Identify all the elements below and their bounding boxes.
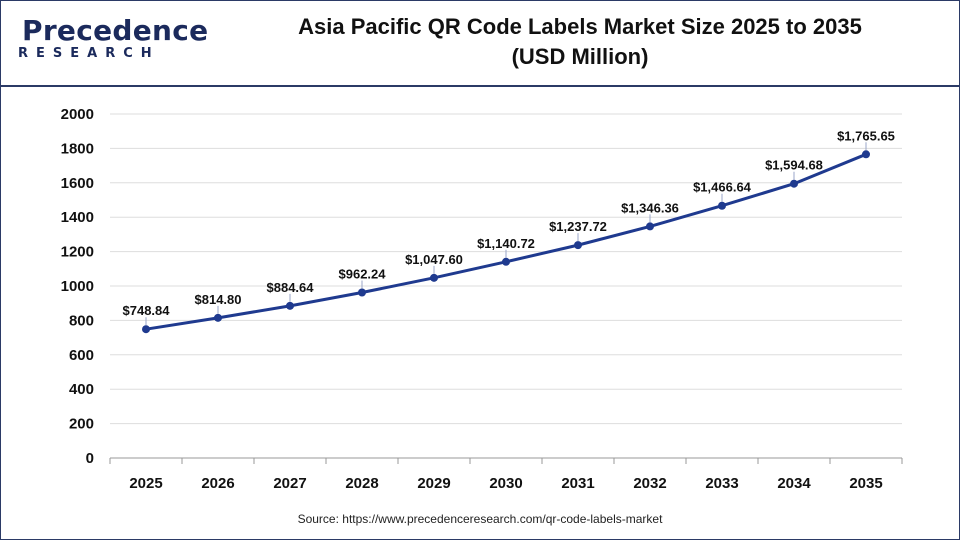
data-point	[142, 325, 150, 334]
data-label: $1,047.60	[405, 252, 463, 267]
x-tick-label: 2034	[777, 475, 811, 492]
data-label: $814.80	[195, 292, 242, 307]
logo-subtext: RESEARCH	[18, 46, 160, 61]
x-tick-label: 2030	[489, 475, 522, 492]
data-label: $1,237.72	[549, 219, 607, 234]
y-tick-label: 800	[69, 312, 94, 329]
title-line-2: (USD Million)	[511, 44, 649, 69]
header: Precedence RESEARCH Asia Pacific QR Code…	[0, 0, 960, 84]
data-point	[502, 257, 510, 266]
data-label: $1,346.36	[621, 200, 679, 215]
chart-title: Asia Pacific QR Code Labels Market Size …	[230, 12, 930, 72]
title-line-1: Asia Pacific QR Code Labels Market Size …	[298, 14, 862, 39]
data-point	[574, 241, 582, 250]
y-tick-label: 0	[86, 450, 94, 467]
x-tick-label: 2032	[633, 475, 666, 492]
x-tick-label: 2027	[273, 475, 306, 492]
x-tick-label: 2026	[201, 475, 234, 492]
x-tick-label: 2029	[417, 475, 450, 492]
x-tick-label: 2035	[849, 475, 882, 492]
y-tick-label: 1000	[61, 278, 94, 295]
data-label: $1,466.64	[693, 180, 752, 195]
x-tick-label: 2033	[705, 475, 738, 492]
x-tick-label: 2031	[561, 475, 594, 492]
data-point	[790, 179, 798, 188]
data-label: $748.84	[123, 303, 171, 318]
data-point	[718, 201, 726, 210]
data-point	[862, 150, 870, 159]
data-label: $1,140.72	[477, 236, 535, 251]
y-tick-label: 1200	[61, 244, 94, 261]
logo-text: Precedence	[22, 14, 209, 47]
x-tick-label: 2028	[345, 475, 378, 492]
data-label: $1,594.68	[765, 158, 823, 173]
data-point	[358, 288, 366, 297]
data-point	[286, 301, 294, 310]
x-tick-label: 2025	[129, 475, 162, 492]
source-note: Source: https://www.precedenceresearch.c…	[297, 512, 663, 526]
y-tick-label: 1400	[61, 209, 94, 226]
data-label: $1,765.65	[837, 128, 895, 143]
y-tick-label: 2000	[61, 106, 94, 123]
y-tick-label: 400	[69, 381, 94, 398]
y-tick-label: 1600	[61, 175, 94, 192]
y-tick-label: 200	[69, 416, 94, 433]
data-label: $884.64	[267, 280, 315, 295]
y-tick-label: 1800	[61, 140, 94, 157]
data-point	[430, 273, 438, 282]
header-divider	[0, 85, 960, 87]
data-point	[214, 313, 222, 322]
data-point	[646, 222, 654, 231]
y-tick-label: 600	[69, 347, 94, 364]
data-label: $962.24	[339, 266, 387, 281]
brand-logo: Precedence RESEARCH	[14, 14, 208, 70]
